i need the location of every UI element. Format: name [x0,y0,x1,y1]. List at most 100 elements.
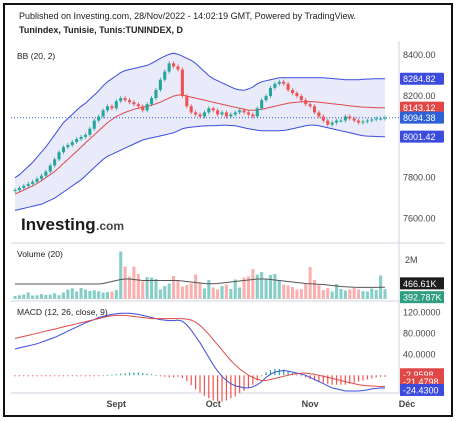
macd-histogram-bar [344,375,346,385]
macd-histogram-bar [208,375,210,399]
candle-body [13,189,17,192]
macd-histogram-bar [106,375,109,377]
macd-histogram-bar [102,375,104,377]
price-pane[interactable]: 8400.008200.008000.007800.007600.008284.… [11,50,444,224]
candle-body [150,98,154,105]
macd-pane[interactable]: 120.0000 80.0000 40.0000 -2.9598-21.4798-24… [14,307,444,402]
volume-bar [220,286,224,299]
candle-body [154,89,158,99]
instrument-title: Tunindex, Tunisie, Tunis:TUNINDEX, D [19,25,183,35]
bb-upper-line [14,52,385,179]
bb-indicator-label: BB (20, 2) [17,51,55,61]
price-badge-text: 8143.12 [403,103,436,113]
macd-histogram-bar [49,375,51,377]
candle-body [370,119,374,121]
volume-bar [308,267,312,299]
macd-histogram-bar [239,375,241,394]
volume-bar [172,276,176,299]
volume-bar [365,291,369,299]
macd-histogram-bar [146,373,148,376]
candle-body [260,100,264,109]
volume-bar [70,288,74,299]
volume-bar [145,277,149,299]
volume-bar [22,294,26,299]
candle-body [277,81,281,84]
volume-bar [198,283,202,299]
volume-bar [83,289,88,299]
candle-body [35,178,39,182]
candle-body [357,120,361,123]
macd-histogram-bar [362,375,364,381]
chart-frame: Published on Investing.com, 28/Nov/2022 … [3,3,453,417]
volume-bar [335,284,339,299]
candle-body [273,83,277,88]
candle-body [317,112,321,117]
candle-body [26,183,30,186]
volume-bar [75,291,79,299]
candle-body [39,175,43,179]
candle-body [233,112,237,115]
candle-body [202,112,206,117]
candle-body [312,106,317,113]
macd-histogram-bar [322,375,324,383]
candle-body [242,110,246,113]
macd-histogram-bar [225,375,228,401]
logo-suffix: .com [96,219,124,233]
macd-histogram-bar [300,375,302,377]
macd-histogram-bar [76,375,78,377]
macd-histogram-bar [349,375,351,384]
macd-histogram-bar [159,375,161,377]
macd-histogram-bar [313,375,316,381]
macd-histogram-bar [32,375,34,377]
volume-bar [154,279,158,299]
macd-histogram-bar [296,374,298,376]
macd-histogram-bar [247,375,250,388]
macd-histogram-bar [366,375,368,380]
volume-bar [180,286,184,299]
macd-histogram-bar [164,375,166,377]
candle-body [238,110,242,113]
macd-histogram-bar [128,372,131,376]
price-badge [400,101,444,114]
candle-body [264,96,268,101]
macd-histogram-bar [89,375,91,377]
macd-histogram-bar [71,375,73,377]
candle-body [79,136,83,139]
volume-bar [48,294,52,299]
candle-body [189,106,193,113]
macd-badge [400,383,444,396]
macd-histogram-bar [36,375,38,377]
published-line: Published on Investing.com, 28/Nov/2022 … [19,11,357,21]
candle-body [330,122,334,125]
candle-body [101,110,105,117]
macd-histogram-bar [120,373,122,376]
macd-histogram-bar [58,375,60,377]
volume-bar [211,287,215,299]
candle-body [299,96,303,101]
bb-lower-line [14,124,385,211]
macd-histogram-bar [84,375,87,377]
volume-bar [264,279,268,299]
volume-bar [57,295,61,299]
candle-body [229,114,233,117]
volume-indicator-label: Volume (20) [17,249,63,259]
macd-histogram-bar [177,375,179,377]
macd-badge-text: -2.9598 [403,370,434,380]
candle-body [335,120,339,123]
chart-canvas[interactable]: 8400.008200.008000.007800.007600.008284.… [5,5,451,415]
volume-badge-text: 392.787K [403,293,442,303]
volume-bar [110,291,114,299]
candle-body [105,106,110,111]
price-badge-text: 8001.42 [403,132,436,142]
macd-histogram-bar [181,375,183,378]
candle-body [83,134,88,137]
volume-bar [268,275,273,299]
candle-body [295,92,299,97]
candle-body [216,110,220,115]
volume-bar [357,289,361,299]
macd-histogram-bar [379,375,382,377]
candle-body [61,147,65,153]
time-tick-label: Déc [399,399,416,409]
macd-badge-text: -21.4798 [403,377,439,387]
volume-pane[interactable]: 2M 466.61K 392.787K [13,251,444,304]
